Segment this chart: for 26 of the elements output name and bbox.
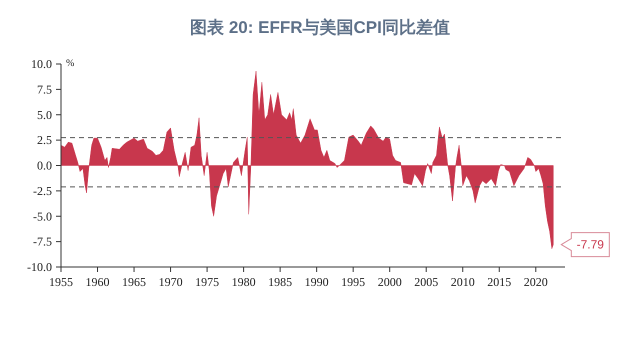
x-tick-label: 2010 — [450, 275, 475, 289]
y-tick-label: -2.5 — [33, 184, 52, 198]
x-tick-label: 1965 — [122, 275, 146, 289]
y-tick-label: 7.5 — [37, 82, 52, 96]
x-tick-label: 2000 — [378, 275, 402, 289]
x-tick-label: 1955 — [49, 275, 73, 289]
annotation: -7.79 — [576, 238, 604, 252]
y-tick-label: 0.0 — [37, 158, 52, 172]
x-tick-label: 1995 — [341, 275, 366, 289]
x-tick-label: 1975 — [195, 275, 220, 289]
x-tick-label: 1980 — [232, 275, 256, 289]
chart-title: 图表 20: EFFR与美国CPI同比差值 — [190, 18, 450, 37]
y-tick-label: 5.0 — [37, 108, 52, 122]
y-tick-label: -10.0 — [27, 260, 52, 274]
x-tick-label: 1960 — [86, 275, 110, 289]
x-tick-label: 2005 — [414, 275, 438, 289]
y-axis-title: % — [66, 58, 74, 69]
y-tick-label: -5.0 — [33, 209, 52, 224]
x-tick-label: 1990 — [304, 275, 329, 289]
y-tick-label: -7.5 — [33, 234, 52, 249]
x-tick-label: 2020 — [524, 275, 548, 289]
y-tick-label: 10.0 — [31, 57, 52, 71]
x-tick-label: 1970 — [158, 275, 183, 289]
y-tick-label: 2.5 — [37, 133, 52, 148]
x-tick-label: 2015 — [487, 275, 512, 289]
x-tick-label: 1985 — [268, 275, 292, 289]
